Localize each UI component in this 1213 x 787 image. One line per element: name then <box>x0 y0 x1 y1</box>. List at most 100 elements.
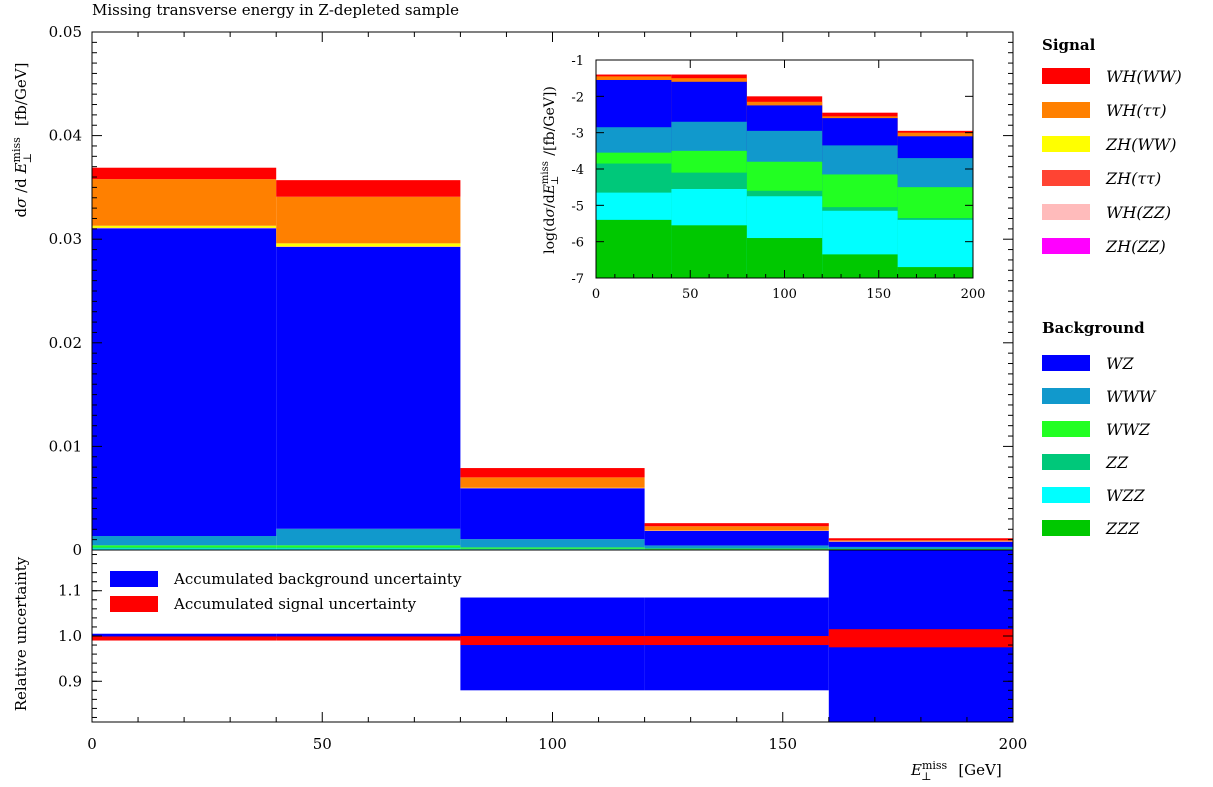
xlabel: Emiss ⊥ [GeV] <box>910 759 1002 783</box>
inset-ylabel: log(dσ/dEmiss⊥/[fb/GeV]) <box>540 86 561 254</box>
legend-label-wz: WZ <box>1106 354 1134 373</box>
inset-ytick-label: -7 <box>571 272 584 287</box>
legend-label-wh-zz: WH(ZZ) <box>1106 203 1171 222</box>
legend-swatch-wh-ww <box>1042 68 1090 84</box>
legend-swatch-zz <box>1042 454 1090 470</box>
ratio-ylabel: Relative uncertainty <box>12 556 30 711</box>
bar-wh-tautau-bin2 <box>460 477 645 488</box>
ratio-band-accumulated-signal-uncertainty-bin3 <box>644 636 829 646</box>
bar-zz-bin2 <box>460 548 645 550</box>
legend-label-wwz: WWZ <box>1106 420 1151 439</box>
main-ytick-label: 0 <box>72 541 82 559</box>
bar-www-bin4 <box>828 546 1013 550</box>
ratio-ytick-label: 1.0 <box>58 627 82 645</box>
inset-ytick-label: -2 <box>571 90 584 105</box>
legend-label-wh-tautau: WH(ττ) <box>1106 101 1167 120</box>
bar-wh-ww-bin1 <box>276 180 461 197</box>
inset-ytick-label: -5 <box>571 199 584 214</box>
bar-wwz-bin1 <box>276 545 461 548</box>
legend-swatch-bkg-uncertainty <box>110 571 158 587</box>
xtick-label: 100 <box>538 735 567 753</box>
inset-ytick-label: -1 <box>571 54 584 69</box>
inset-xtick-label: 150 <box>866 287 891 302</box>
bar-wwz-bin3 <box>644 548 829 550</box>
svg-text:Emiss⊥ [GeV]: Emiss ⊥ [GeV] <box>910 759 1002 783</box>
bar-www-bin3 <box>644 545 829 549</box>
inset-bar-zzz-bin4 <box>897 267 973 278</box>
bar-wz-bin4 <box>828 541 1013 547</box>
legend-swatch-wwz <box>1042 421 1090 437</box>
legend-swatch-zh-tautau <box>1042 170 1090 186</box>
bar-wh-tautau-bin0 <box>92 179 277 226</box>
legend-label-wh-ww: WH(WW) <box>1106 67 1182 86</box>
legend-label-zh-zz: ZH(ZZ) <box>1105 237 1166 256</box>
legend-swatch-zh-zz <box>1042 238 1090 254</box>
legend-swatch-wh-tautau <box>1042 102 1090 118</box>
inset-ytick-label: -6 <box>571 236 584 251</box>
main-ytick-label: 0.02 <box>49 334 82 352</box>
main-ylabel: dσ /d Emiss⊥ [fb/GeV] <box>10 63 34 218</box>
bar-wz-bin1 <box>276 246 461 529</box>
ratio-band-accumulated-signal-uncertainty-bin1 <box>276 636 461 641</box>
bar-wh-tautau-bin4 <box>828 540 1013 542</box>
ratio-band-accumulated-signal-uncertainty-bin0 <box>92 636 277 641</box>
bar-www-bin0 <box>92 536 277 546</box>
ratio-band-accumulated-signal-uncertainty-bin2 <box>460 636 645 646</box>
chart-title: Missing transverse energy in Z-depleted … <box>92 1 459 19</box>
xtick-label: 0 <box>87 735 97 753</box>
bar-wz-bin3 <box>644 530 829 546</box>
bar-wz-bin0 <box>92 228 277 537</box>
ratio-plot-bands <box>92 550 1013 722</box>
legend-signal-title: Signal <box>1042 36 1096 54</box>
xtick-label: 50 <box>313 735 332 753</box>
inset-plot-bars <box>596 74 973 279</box>
inset-ytick-label: -4 <box>571 163 584 178</box>
main-ytick-label: 0.01 <box>49 437 82 455</box>
bar-zz-bin1 <box>276 547 461 549</box>
legend: Signal Background WH(WW) WH(ττ) ZH(WW) ZH(τ… <box>1042 36 1182 538</box>
bar-wh-ww-bin4 <box>828 538 1013 541</box>
bar-zh-ww-bin1 <box>276 243 461 247</box>
legend-label-bkg-uncertainty: Accumulated background uncertainty <box>173 570 462 588</box>
bar-wwz-bin2 <box>460 547 645 549</box>
legend-swatch-zh-ww <box>1042 136 1090 152</box>
bar-wzz-bin1 <box>276 548 461 550</box>
bar-wwz-bin0 <box>92 545 277 548</box>
main-ytick-label: 0.04 <box>49 127 82 145</box>
bar-wh-ww-bin2 <box>460 468 645 478</box>
legend-swatch-wzz <box>1042 487 1090 503</box>
legend-swatch-wz <box>1042 355 1090 371</box>
inset-xtick-label: 50 <box>682 287 699 302</box>
inset-xtick-label: 0 <box>592 287 600 302</box>
inset-bar-zzz-bin1 <box>671 225 747 278</box>
legend-swatch-wh-zz <box>1042 204 1090 220</box>
legend-swatch-zzz <box>1042 520 1090 536</box>
ratio-ytick-label: 1.1 <box>58 582 82 600</box>
legend-swatch-sig-uncertainty <box>110 596 158 612</box>
bar-wh-tautau-bin3 <box>644 526 829 531</box>
inset-xtick-label: 100 <box>772 287 797 302</box>
xtick-label: 150 <box>768 735 797 753</box>
legend-label-www: WWW <box>1106 387 1157 406</box>
main-ytick-label: 0.05 <box>49 23 82 41</box>
legend-label-zh-ww: ZH(WW) <box>1105 135 1176 154</box>
inset-ytick-label: -3 <box>571 127 584 142</box>
inset-plot-axes: -1 -2 -3 -4 -5 -6 -7 0 50 100 150 200 <box>571 54 985 302</box>
ratio-band-accumulated-signal-uncertainty-bin4 <box>828 629 1013 648</box>
bar-www-bin1 <box>276 528 461 546</box>
legend-label-wzz: WZZ <box>1106 486 1146 505</box>
bar-wzz-bin0 <box>92 548 277 550</box>
inset-bar-zzz-bin0 <box>596 219 672 278</box>
legend-label-zh-tautau: ZH(ττ) <box>1105 169 1161 188</box>
xtick-label: 200 <box>999 735 1028 753</box>
bar-wh-tautau-bin1 <box>276 196 461 244</box>
main-plot-axes: 0 0.01 0.02 0.03 0.04 0.05 <box>49 23 1014 559</box>
ratio-ytick-label: 0.9 <box>58 672 82 690</box>
bar-wwz-bin4 <box>828 549 1013 550</box>
legend-label-zzz: ZZZ <box>1105 519 1140 538</box>
bar-zz-bin0 <box>92 547 277 549</box>
ratio-band-accumulated-background-uncertainty-bin0 <box>92 633 277 639</box>
main-ytick-label: 0.03 <box>49 230 82 248</box>
bar-wz-bin2 <box>460 488 645 540</box>
